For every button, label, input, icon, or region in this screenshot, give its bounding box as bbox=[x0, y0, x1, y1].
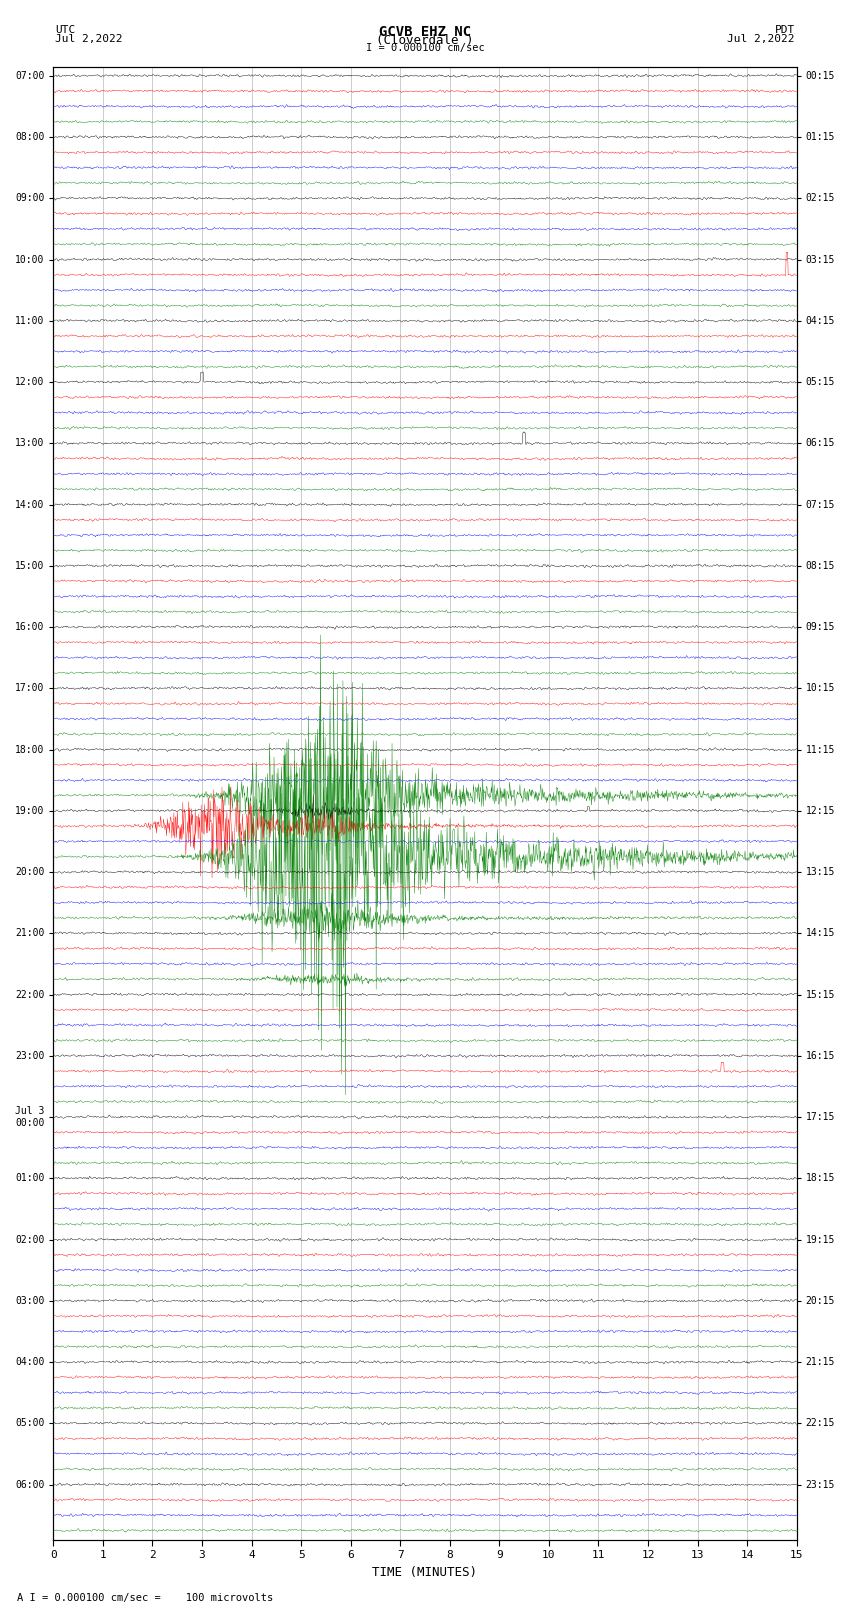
Text: UTC: UTC bbox=[55, 24, 76, 35]
Text: I = 0.000100 cm/sec: I = 0.000100 cm/sec bbox=[366, 44, 484, 53]
Text: Jul 2,2022: Jul 2,2022 bbox=[728, 34, 795, 44]
Text: GCVB EHZ NC: GCVB EHZ NC bbox=[379, 24, 471, 39]
Text: (Cloverdale ): (Cloverdale ) bbox=[377, 34, 473, 47]
Text: PDT: PDT bbox=[774, 24, 795, 35]
X-axis label: TIME (MINUTES): TIME (MINUTES) bbox=[372, 1566, 478, 1579]
Text: A I = 0.000100 cm/sec =    100 microvolts: A I = 0.000100 cm/sec = 100 microvolts bbox=[17, 1594, 273, 1603]
Text: Jul 2,2022: Jul 2,2022 bbox=[55, 34, 122, 44]
